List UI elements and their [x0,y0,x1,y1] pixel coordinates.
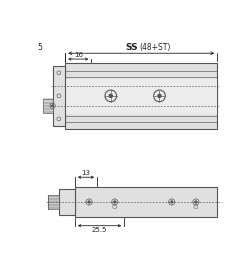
Circle shape [88,201,90,203]
Text: 13: 13 [82,170,90,176]
Text: (48+ST): (48+ST) [139,43,170,52]
Bar [75,187,217,217]
Circle shape [158,94,161,97]
Circle shape [52,105,53,106]
Text: 16: 16 [74,52,83,58]
Bar [43,99,52,113]
Text: 25.5: 25.5 [92,227,107,233]
Bar [59,189,75,214]
Bar [52,66,65,126]
Bar [48,195,59,209]
Circle shape [195,201,197,203]
Circle shape [114,201,116,203]
Bar [65,79,217,114]
Text: 5: 5 [38,43,43,52]
Bar [65,63,217,129]
Circle shape [109,94,112,97]
Circle shape [171,201,172,203]
Text: SS: SS [126,43,138,52]
